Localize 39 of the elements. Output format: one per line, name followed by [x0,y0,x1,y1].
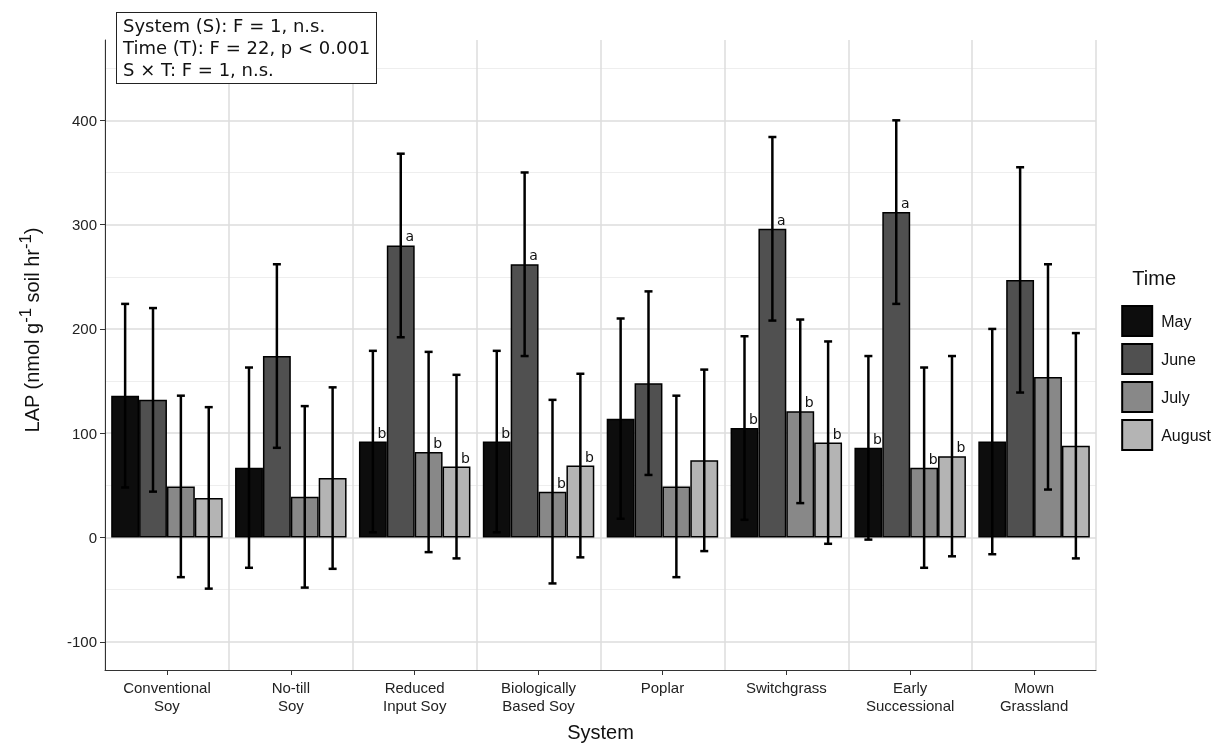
x-tick-label: Poplar [640,678,685,696]
data-label: a [900,195,910,212]
annotation: Time (T): F = 22, p < 0.001 [123,37,371,59]
legend-title: Time [1132,267,1176,289]
data-label: b [584,448,594,465]
x-tick-label: Reduced Input Soy [382,678,447,714]
data-label: b [461,449,471,466]
data-label: b [804,394,814,411]
legend-label: June [1161,350,1196,368]
y-tick-label: 300 [71,216,97,234]
x-tick-label: Switchgrass [745,678,827,696]
x-tick-label: Mown Grassland [999,678,1069,714]
data-label: b [501,424,511,441]
data-label: a [405,228,415,245]
y-tick-label: 400 [71,111,97,129]
data-label: b [872,430,882,447]
data-label: b [832,425,842,442]
y-tick-label: 100 [71,424,97,442]
data-label: b [377,424,387,441]
legend-label: August [1161,426,1212,444]
annotation: S × T: F = 1, n.s. [123,59,275,81]
data-label: b [433,435,443,451]
x-tick-label: Biologically Based Soy [501,678,577,714]
legend-label: July [1161,388,1190,406]
y-tick-label: 0 [88,529,97,547]
data-label: a [529,247,538,264]
y-tick-label: 200 [71,320,97,338]
text: System (S): F = 1, n.s. [123,15,327,37]
data-label: b [956,439,966,456]
y-tick-label: -100 [66,633,97,651]
x-tick-label: Early Successional [865,678,955,714]
x-tick-label: No-till Soy [271,678,310,714]
data-label: b [749,411,759,428]
legend-label: May [1161,312,1192,330]
x-axis-title: System [567,721,634,743]
x-tick-label: Conventional Soy [123,678,211,714]
data-label: b [928,450,938,467]
data-label: b [557,474,567,491]
data-label: a [777,211,786,228]
